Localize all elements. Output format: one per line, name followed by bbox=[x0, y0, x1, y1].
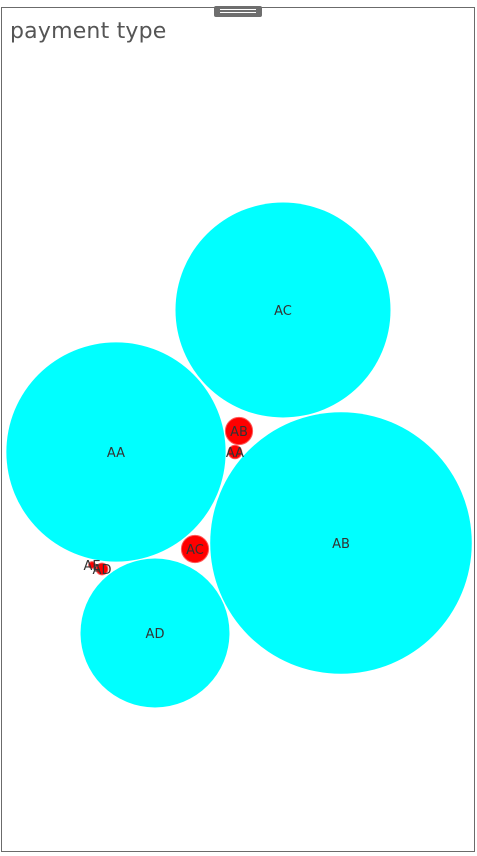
bubble-aa-small[interactable] bbox=[227, 444, 243, 460]
bubble-label-ab-small: AB bbox=[230, 425, 248, 440]
bubble-label-ad-large: AD bbox=[146, 627, 165, 642]
bubble-ad-small[interactable] bbox=[95, 562, 109, 576]
drag-handle-icon[interactable] bbox=[214, 6, 262, 17]
bubble-ae-small[interactable] bbox=[88, 561, 96, 569]
bubble-label-ae-small: AE bbox=[83, 559, 100, 574]
bubble-ab-small[interactable] bbox=[224, 416, 254, 446]
bubble-label-ad-small: AD bbox=[93, 563, 112, 578]
chart-title: payment type bbox=[10, 19, 167, 44]
bubble-ad-large[interactable] bbox=[80, 558, 230, 708]
bubble-label-aa-small: AA bbox=[226, 446, 244, 461]
bubble-label-ac-large: AC bbox=[274, 304, 292, 319]
bubble-label-ab-large: AB bbox=[332, 537, 350, 552]
bubble-ab-large[interactable] bbox=[210, 412, 472, 674]
bubble-aa-large[interactable] bbox=[6, 342, 226, 562]
bubble-ac-small[interactable] bbox=[180, 534, 210, 564]
bubble-label-ac-small: AC bbox=[186, 543, 204, 558]
bubble-label-aa-large: AA bbox=[107, 446, 125, 461]
bubble-ac-large[interactable] bbox=[175, 202, 391, 418]
